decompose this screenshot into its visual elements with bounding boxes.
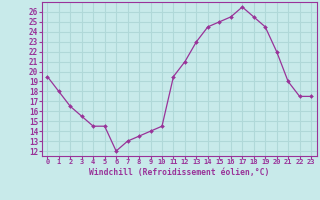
X-axis label: Windchill (Refroidissement éolien,°C): Windchill (Refroidissement éolien,°C) xyxy=(89,168,269,177)
